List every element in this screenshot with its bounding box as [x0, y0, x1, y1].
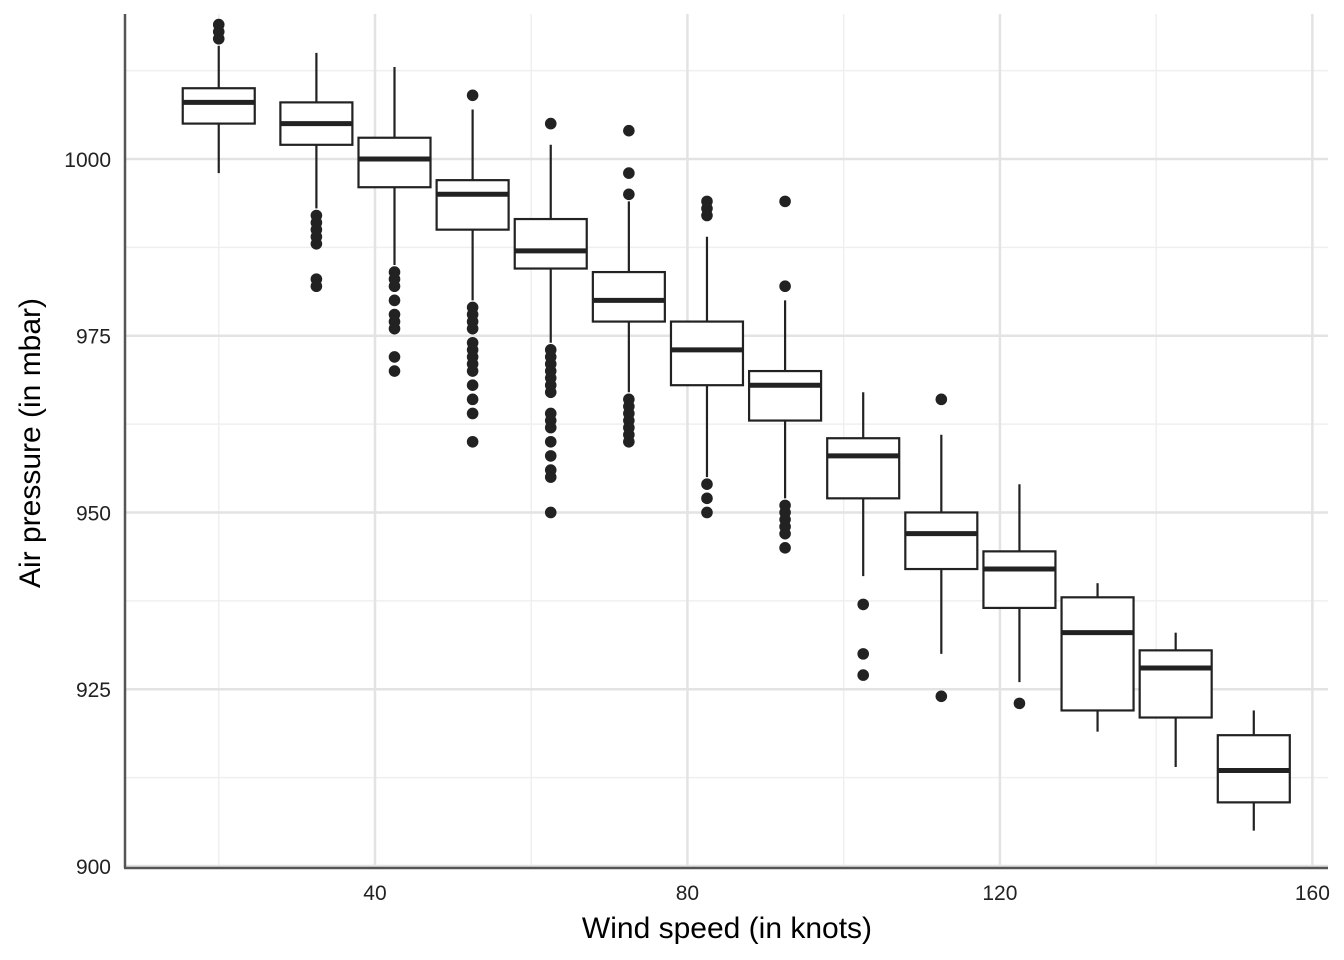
- outlier-point: [544, 407, 557, 420]
- outlier-point: [623, 393, 635, 406]
- box-body: [513, 217, 588, 270]
- box-body: [982, 550, 1057, 610]
- box-group: [826, 392, 901, 681]
- outlier-point: [466, 336, 479, 349]
- x-tick-label: 40: [363, 882, 386, 905]
- outlier-point: [544, 435, 557, 448]
- outlier-point: [935, 690, 948, 703]
- outlier-point: [544, 506, 557, 519]
- box-group: [357, 67, 432, 377]
- box-group: [513, 117, 588, 519]
- outlier-point: [935, 393, 948, 406]
- y-axis-title: Air pressure (in mbar): [14, 298, 47, 588]
- y-tick-label: 925: [76, 679, 111, 702]
- box-body: [181, 87, 256, 125]
- box-group: [904, 393, 979, 703]
- outlier-point: [466, 435, 479, 448]
- box-group: [1060, 583, 1135, 732]
- box-body: [591, 270, 666, 323]
- box-group: [1216, 710, 1291, 831]
- box-body: [669, 320, 745, 387]
- outlier-point: [310, 273, 323, 285]
- box-group: [1138, 632, 1213, 768]
- outlier-point: [466, 301, 479, 314]
- box-body: [1138, 649, 1213, 719]
- outlier-point: [310, 209, 323, 222]
- box-body: [904, 511, 979, 571]
- axes: [123, 14, 1328, 870]
- outlier-point: [623, 188, 635, 201]
- outlier-point: [466, 407, 479, 420]
- outlier-point: [701, 478, 713, 490]
- outlier-point: [466, 379, 479, 392]
- outlier-point: [388, 365, 401, 377]
- outlier-point: [544, 464, 557, 476]
- box-body: [357, 136, 432, 189]
- y-tick-label: 950: [76, 502, 111, 525]
- outlier-point: [857, 669, 870, 681]
- outlier-point: [544, 450, 557, 462]
- outlier-point: [779, 499, 791, 512]
- outlier-point: [544, 344, 557, 356]
- outlier-point: [1013, 697, 1026, 710]
- outlier-point: [466, 89, 479, 102]
- box-body: [826, 437, 901, 500]
- outlier-point: [779, 195, 791, 208]
- outlier-point: [701, 492, 713, 505]
- x-axis-title: Wind speed (in knots): [582, 912, 872, 945]
- outlier-point: [779, 280, 791, 293]
- x-tick-label: 80: [676, 882, 699, 905]
- outlier-point: [388, 266, 401, 278]
- outlier-point: [466, 393, 479, 406]
- outlier-point: [779, 542, 791, 554]
- box-body: [435, 179, 510, 231]
- outlier-point: [857, 598, 870, 611]
- x-tick-label: 120: [982, 882, 1017, 905]
- y-tick-label: 975: [76, 326, 111, 349]
- outlier-point: [212, 18, 225, 31]
- outlier-point: [388, 351, 401, 363]
- box-group: [435, 89, 510, 448]
- outlier-point: [623, 167, 635, 179]
- outlier-point: [544, 117, 557, 130]
- outlier-point: [701, 195, 713, 208]
- y-tick-label: 1000: [64, 149, 111, 172]
- y-tick-label: 900: [76, 856, 111, 879]
- outlier-point: [388, 308, 401, 321]
- box-group: [669, 195, 745, 519]
- outlier-point: [857, 648, 870, 660]
- box-group: [181, 18, 256, 174]
- box-group: [982, 484, 1057, 710]
- box-body: [747, 369, 823, 422]
- box-series: [181, 18, 1291, 831]
- outlier-point: [388, 294, 401, 307]
- outlier-point: [701, 506, 713, 519]
- tick-labels: 40 80 120 160 900 925 950 975 1000: [64, 149, 1330, 905]
- box-group: [747, 195, 823, 554]
- outlier-point: [623, 124, 635, 137]
- x-tick-label: 160: [1295, 882, 1330, 905]
- box-group: [591, 124, 666, 448]
- box-body: [1060, 596, 1135, 712]
- box-group: [279, 52, 354, 293]
